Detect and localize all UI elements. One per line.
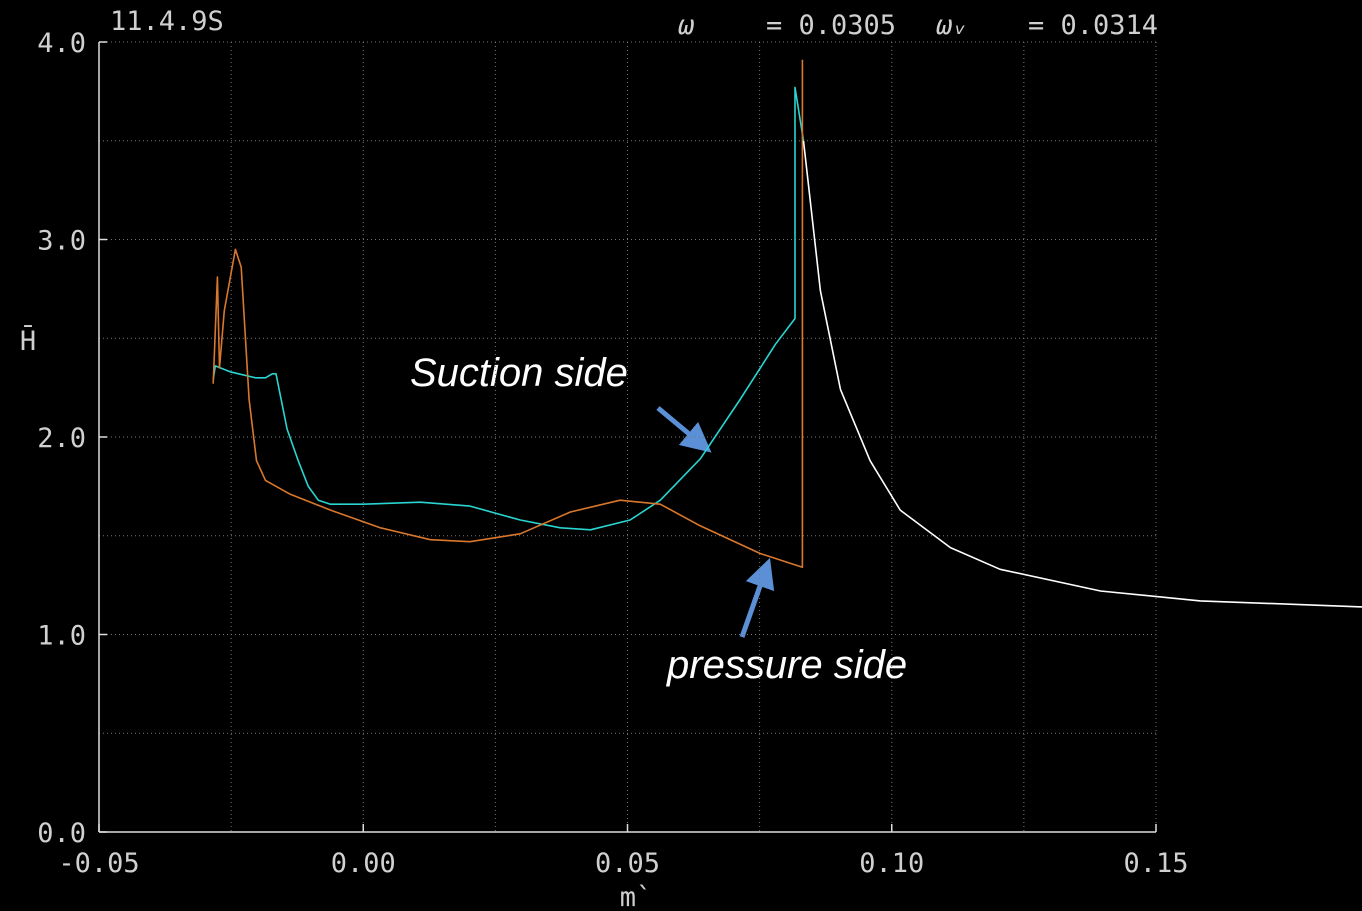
info-value: = 0.0314 xyxy=(1028,10,1158,41)
y-tick-label: 0.0 xyxy=(37,818,86,849)
y-tick-label: 4.0 xyxy=(37,28,86,59)
series-line xyxy=(212,59,804,569)
x-tick-label: 0.00 xyxy=(331,848,396,879)
series-line xyxy=(212,86,805,531)
arrow xyxy=(656,406,712,453)
x-tick-label: 0.05 xyxy=(595,848,660,879)
info-label: ω xyxy=(678,10,695,41)
x-tick-label: 0.10 xyxy=(859,848,924,879)
arrow xyxy=(739,557,775,638)
y-tick-label: 3.0 xyxy=(37,226,86,257)
x-axis-label: m` xyxy=(620,882,653,911)
info-label: ωᵥ xyxy=(936,10,969,41)
info-value: = 0.0305 xyxy=(766,10,896,41)
y-tick-label: 1.0 xyxy=(37,621,86,652)
y-tick-label: 2.0 xyxy=(37,423,86,454)
series-line xyxy=(802,140,1362,608)
x-tick-label: -0.05 xyxy=(58,848,139,879)
x-tick-label: 0.15 xyxy=(1123,848,1188,879)
annotation: pressure side xyxy=(666,643,907,687)
annotation: Suction side xyxy=(410,351,628,395)
chart-title: 11.4.9S xyxy=(110,6,224,37)
y-axis-label: H̄ xyxy=(20,325,36,357)
